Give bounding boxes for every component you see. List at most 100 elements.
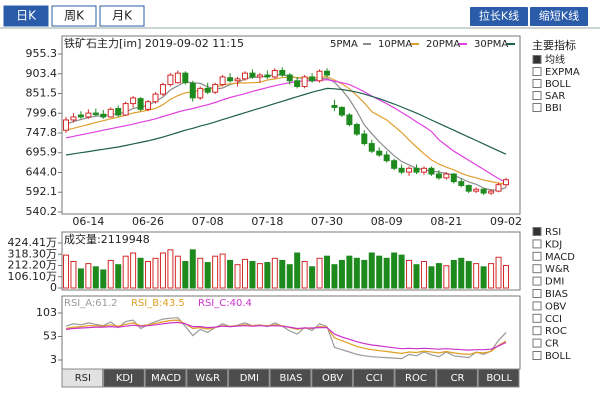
indicator-label[interactable]: 均线 <box>545 53 565 66</box>
bottom-tab[interactable] <box>61 368 104 388</box>
bottom-tab[interactable] <box>228 368 270 388</box>
bottom-tab-label[interactable]: RSI <box>75 373 91 384</box>
bottom-tab[interactable] <box>269 368 312 388</box>
zoom-button[interactable] <box>470 7 528 26</box>
volume-bar <box>495 256 502 289</box>
period-tab[interactable] <box>51 5 97 27</box>
volume-bar <box>480 266 487 289</box>
series-line <box>65 78 507 183</box>
sub-indicator-label[interactable]: W&R <box>545 264 570 275</box>
sub-indicator-label[interactable]: OBV <box>545 301 566 312</box>
bottom-tab[interactable] <box>144 368 187 388</box>
period-tab[interactable] <box>3 5 49 27</box>
y-tick-label: 3 <box>50 353 57 366</box>
candle-body <box>219 76 226 86</box>
sub-indicator-checkbox[interactable] <box>532 351 542 360</box>
bottom-tab-label[interactable]: ROC <box>405 373 427 384</box>
bottom-tab-label[interactable]: CR <box>451 373 465 384</box>
candle-body <box>189 82 196 99</box>
sub-indicator-checkbox[interactable] <box>532 326 542 336</box>
indicator-checkbox[interactable] <box>532 55 542 64</box>
bottom-tab[interactable] <box>311 368 353 388</box>
period-tab-label[interactable]: 月K <box>112 9 133 23</box>
volume-bar <box>383 257 390 289</box>
sub-indicator-checkbox[interactable] <box>532 301 542 311</box>
candle-body <box>159 84 166 95</box>
sub-indicator-checkbox[interactable] <box>532 289 542 298</box>
bottom-tab-label[interactable]: CCI <box>366 373 383 384</box>
bottom-tab-label[interactable]: MACD <box>151 373 181 384</box>
candle-body <box>204 87 211 93</box>
bottom-tab[interactable] <box>394 368 437 388</box>
y-tick-label: 212.20万 <box>8 259 58 272</box>
period-tab-label[interactable]: 日K <box>16 9 37 23</box>
volume-bar <box>152 257 159 289</box>
y-tick-label: 424.41万 <box>8 236 58 249</box>
period-tab-label[interactable]: 周K <box>64 9 85 23</box>
candle-body <box>167 74 174 86</box>
volume-bar <box>406 259 413 289</box>
zoom-button[interactable] <box>530 7 588 26</box>
volume-bar <box>413 264 420 289</box>
sub-indicator-label[interactable]: RSI <box>545 227 561 238</box>
indicator-checkbox[interactable] <box>532 91 542 100</box>
sub-indicator-checkbox[interactable] <box>532 251 542 261</box>
zoom-button-label[interactable]: 拉长K线 <box>479 9 519 23</box>
volume-bar <box>428 266 435 289</box>
period-tab[interactable] <box>99 5 145 27</box>
sub-indicator-checkbox[interactable] <box>532 227 542 236</box>
candle-body <box>465 184 472 192</box>
bottom-tab[interactable] <box>186 368 229 388</box>
bottom-tab[interactable] <box>436 368 478 388</box>
candle-body <box>115 108 122 116</box>
indicator-checkbox[interactable] <box>532 67 542 76</box>
candle-body <box>301 76 308 87</box>
bottom-tab[interactable] <box>103 368 145 388</box>
x-tick-label: 06-26 <box>132 215 164 228</box>
volume-bar <box>92 266 99 289</box>
sub-indicator-label[interactable]: CCI <box>545 314 562 325</box>
sub-indicator-label[interactable]: MACD <box>545 252 575 263</box>
volume-bar <box>316 257 323 289</box>
bottom-tab-label[interactable]: W&R <box>195 373 220 384</box>
candle-body <box>145 101 152 110</box>
volume-bar <box>145 260 152 289</box>
sub-indicator-label[interactable]: BIAS <box>545 289 568 300</box>
bottom-tab-label[interactable]: OBV <box>322 373 343 384</box>
candle-body <box>435 173 442 179</box>
x-tick-label: 07-08 <box>192 215 224 228</box>
sub-indicator-label[interactable]: CR <box>545 339 559 350</box>
volume-bar <box>488 263 495 289</box>
indicator-label[interactable]: BBI <box>545 103 562 114</box>
indicator-label[interactable]: EXPMA <box>545 67 580 78</box>
indicator-checkbox[interactable] <box>532 103 542 112</box>
bottom-tab[interactable] <box>352 368 395 388</box>
candle-body <box>152 93 159 103</box>
bottom-tab[interactable] <box>477 368 520 388</box>
sub-indicator-checkbox[interactable] <box>532 313 542 323</box>
sub-indicator-label[interactable]: DMI <box>545 277 564 288</box>
indicator-label[interactable]: BOLL <box>545 79 571 90</box>
sub-indicator-checkbox[interactable] <box>532 264 542 274</box>
sub-indicator-label[interactable]: BOLL <box>545 351 571 362</box>
indicator-label[interactable]: SAR <box>545 91 565 102</box>
candle-body <box>227 77 234 82</box>
y-tick-label: 592.1 <box>26 185 58 198</box>
sub-indicator-checkbox[interactable] <box>532 338 542 348</box>
sub-indicator-checkbox[interactable] <box>532 276 542 286</box>
candle-body <box>85 112 92 118</box>
bottom-tab-label[interactable]: DMI <box>240 373 259 384</box>
sub-indicator-label[interactable]: ROC <box>545 326 567 337</box>
sub-indicator-label[interactable]: KDJ <box>545 239 562 250</box>
bottom-tab-label[interactable]: BIAS <box>280 373 303 384</box>
y-tick-label: 955.3 <box>26 47 58 60</box>
y-tick-label: 747.8 <box>26 126 58 139</box>
zoom-button-label[interactable]: 缩短K线 <box>539 9 579 23</box>
bottom-tab-label[interactable]: BOLL <box>486 373 512 384</box>
candle-body <box>376 150 383 156</box>
sub-indicator-checkbox[interactable] <box>532 239 542 249</box>
bottom-tab-label[interactable]: KDJ <box>116 373 133 384</box>
candle-body <box>286 74 293 82</box>
volume-bar <box>398 254 405 289</box>
indicator-checkbox[interactable] <box>532 79 542 88</box>
